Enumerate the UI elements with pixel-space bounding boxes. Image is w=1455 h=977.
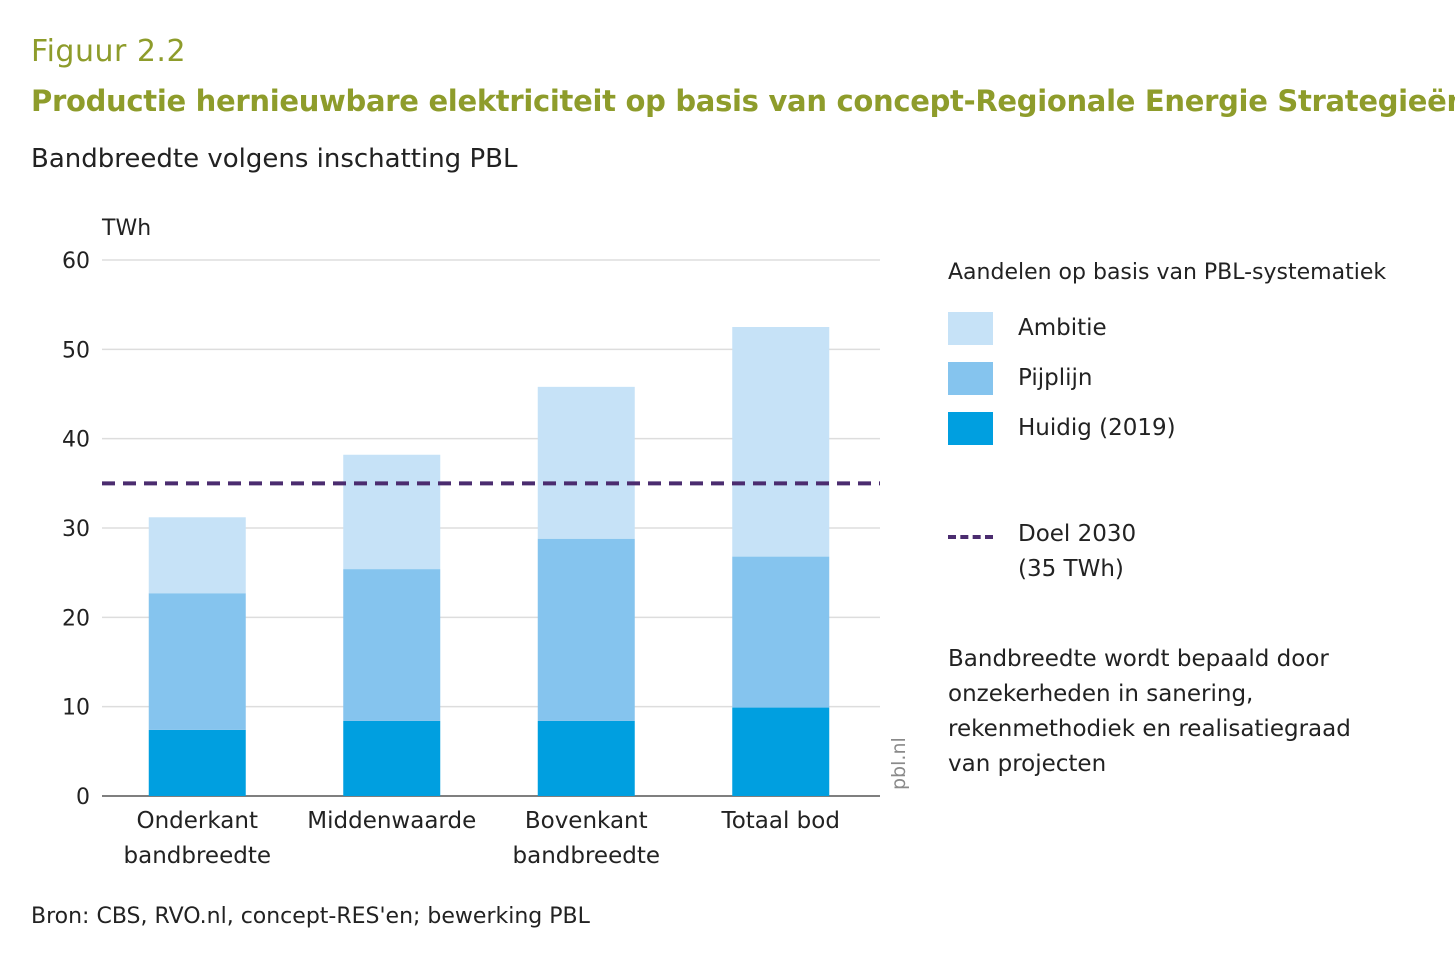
- y-tick-label: 60: [62, 249, 90, 274]
- x-tick-label: Onderkant: [137, 808, 259, 834]
- legend-swatch-pijplijn: [948, 361, 993, 395]
- bar-segment-huidig-2019: [148, 729, 246, 796]
- legend-target-line1: Doel 2030: [1018, 521, 1137, 547]
- bar-segment-ambitie: [537, 386, 635, 539]
- bars: [148, 327, 830, 796]
- bar-segment-ambitie: [148, 517, 246, 594]
- x-tick-label: bandbreedte: [513, 843, 661, 869]
- legend-swatch-huidig: [948, 411, 993, 445]
- bar-segment-pijplijn: [343, 569, 441, 721]
- legend-item-huidig: Huidig (2019): [948, 403, 1428, 453]
- bar-segment-huidig-2019: [343, 720, 441, 796]
- figure-label: Figuur 2.2: [31, 34, 187, 69]
- legend-item-ambitie: Ambitie: [948, 303, 1428, 353]
- y-tick-label: 0: [76, 785, 90, 810]
- legend-label-ambitie: Ambitie: [1018, 315, 1107, 341]
- legend-item-target: Doel 2030 (35 TWh): [948, 521, 1428, 587]
- y-axis-label: TWh: [101, 216, 151, 241]
- bar-segment-pijplijn: [732, 556, 830, 708]
- bar-segment-huidig-2019: [537, 720, 635, 796]
- y-tick-label: 40: [62, 428, 90, 453]
- y-tick-label: 50: [62, 338, 90, 363]
- bar-segment-pijplijn: [537, 538, 635, 721]
- legend: Aandelen op basis van PBL-systematiek Am…: [948, 260, 1428, 782]
- y-tick-label: 10: [62, 696, 90, 721]
- legend-item-pijplijn: Pijplijn: [948, 353, 1428, 403]
- bar-segment-ambitie: [343, 454, 441, 570]
- chart-subtitle: Bandbreedte volgens inschatting PBL: [31, 144, 518, 174]
- x-tick-label: Middenwaarde: [307, 808, 476, 834]
- legend-label-huidig: Huidig (2019): [1018, 415, 1176, 441]
- legend-swatch-ambitie: [948, 311, 993, 345]
- legend-target-line2: (35 TWh): [1018, 556, 1124, 582]
- x-axis-labels: Onderkant bandbreedte Middenwaarde Bovenkan…: [124, 808, 840, 869]
- legend-title: Aandelen op basis van PBL-systematiek: [948, 260, 1387, 285]
- legend-target-label: Doel 2030 (35 TWh): [1018, 517, 1136, 587]
- chart-title: Productie hernieuwbare elektriciteit op …: [31, 84, 1455, 118]
- x-tick-label: Bovenkant: [525, 808, 648, 834]
- legend-target-swatch: [948, 535, 993, 539]
- bar-segment-pijplijn: [148, 593, 246, 730]
- bar-segment-ambitie: [732, 327, 830, 557]
- bar-segment-huidig-2019: [732, 707, 830, 796]
- y-tick-label: 30: [62, 517, 90, 542]
- x-tick-label: bandbreedte: [124, 843, 272, 869]
- source-note: Bron: CBS, RVO.nl, concept-RES'en; bewer…: [31, 904, 590, 929]
- legend-note: Bandbreedte wordt bepaald door onzekerhe…: [948, 646, 1351, 777]
- y-axis-ticks: 0 10 20 30 40 50 60: [62, 249, 90, 810]
- y-tick-label: 20: [62, 606, 90, 631]
- watermark: pbl.nl: [888, 737, 910, 790]
- x-tick-label: Totaal bod: [721, 808, 840, 834]
- legend-label-pijplijn: Pijplijn: [1018, 365, 1093, 391]
